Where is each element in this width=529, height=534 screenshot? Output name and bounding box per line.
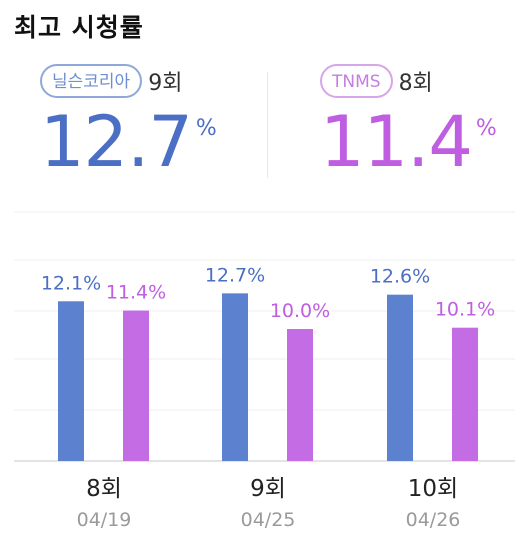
data-label-series0-0: 12.1%: [41, 272, 101, 294]
tnms-peak-value: 11.4: [320, 101, 473, 183]
data-label-series0-1: 12.7%: [205, 264, 265, 286]
data-label-series1-1: 10.0%: [270, 300, 330, 322]
bar-series1-1: [287, 329, 313, 461]
nielsen-peak-episode: 9회: [148, 71, 183, 96]
data-label-series1-0: 11.4%: [106, 282, 166, 304]
x-tick-label-0: 8회: [86, 476, 122, 502]
tnms-peak-unit: %: [475, 116, 497, 141]
nielsen-peak-stat: 닐슨코리아 9회 12.7%: [40, 62, 217, 182]
x-tick-label-2: 10회: [408, 476, 458, 502]
page-title: 최고 시청률: [14, 13, 144, 42]
source-badge-nielsen: 닐슨코리아: [40, 64, 143, 98]
bar-series0-0: [58, 301, 84, 461]
tnms-peak-episode: 8회: [398, 71, 433, 96]
x-tick-label-1: 9회: [250, 476, 286, 502]
x-tick-date-2: 04/26: [406, 509, 461, 531]
x-tick-date-0: 04/19: [77, 509, 132, 531]
nielsen-peak-unit: %: [195, 116, 217, 141]
tnms-peak-stat: TNMS 8회 11.4%: [320, 62, 497, 182]
bar-series0-1: [222, 293, 248, 461]
data-label-series1-2: 10.1%: [435, 299, 495, 321]
nielsen-peak-value: 12.7: [40, 101, 193, 183]
stat-divider: [267, 72, 268, 178]
bar-series0-2: [387, 294, 413, 461]
x-tick-date-1: 04/25: [241, 509, 296, 531]
bar-series1-0: [123, 310, 149, 461]
source-badge-tnms: TNMS: [320, 64, 393, 98]
data-label-series0-2: 12.6%: [370, 266, 430, 288]
bar-series1-2: [452, 327, 478, 461]
ratings-bar-chart: 12.1% 12.7% 12.6% 11.4% 10.0% 10.1% 8회 04/19 9회 0…: [14, 211, 515, 531]
